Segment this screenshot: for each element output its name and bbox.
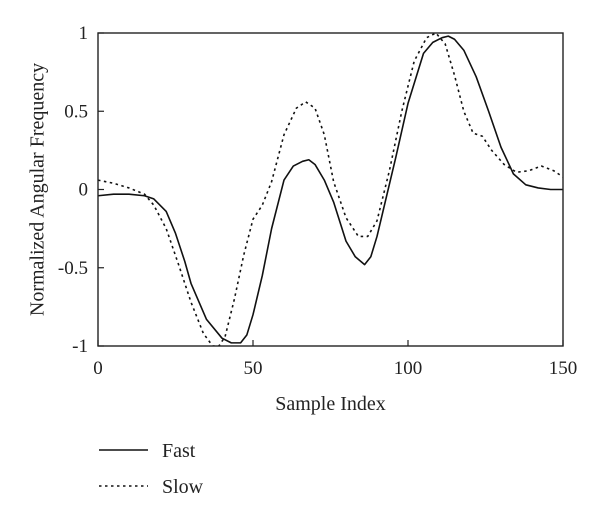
series-line-fast: [98, 35, 563, 344]
series-line-slow: [98, 33, 563, 346]
legend-label-slow: Slow: [162, 476, 204, 498]
y-tick-label: 0: [79, 180, 89, 201]
x-axis-label: Sample Index: [275, 393, 386, 415]
y-tick-label: 1: [79, 23, 89, 44]
x-tick-label: 150: [549, 358, 578, 379]
x-tick-label: 0: [93, 358, 103, 379]
y-tick-label: -1: [72, 336, 88, 357]
legend: Fast Slow: [99, 440, 204, 498]
x-tick-label: 100: [394, 358, 423, 379]
series-layer: [98, 33, 563, 346]
ticks-layer: 0 50 100 150 1 0.5 0 -0.5 -1: [58, 23, 577, 379]
x-tick-label: 50: [244, 358, 263, 379]
legend-label-fast: Fast: [162, 440, 196, 462]
y-axis-label: Normalized Angular Frequency: [27, 63, 49, 316]
y-tick-label: -0.5: [58, 258, 88, 279]
y-tick-label: 0.5: [64, 101, 88, 122]
plot-frame: [97, 32, 564, 347]
